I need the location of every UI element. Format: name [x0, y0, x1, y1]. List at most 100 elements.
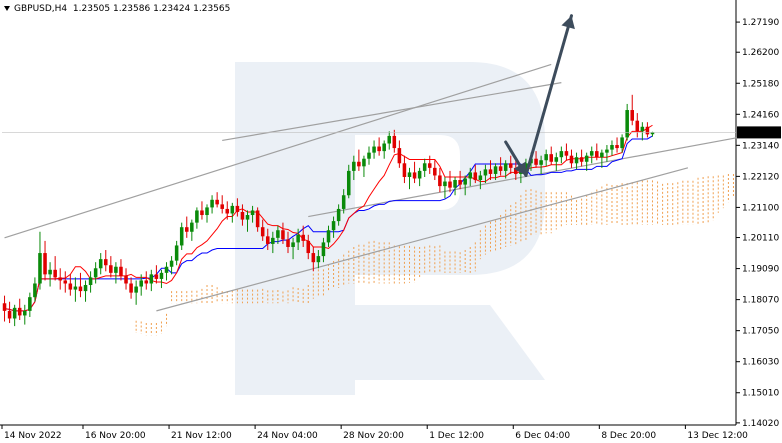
candle-body: [286, 239, 290, 247]
candle-body: [205, 207, 209, 216]
candle-body: [569, 155, 574, 164]
candle-body: [392, 135, 397, 149]
candle-body: [190, 222, 194, 232]
candle-body: [260, 227, 265, 237]
candle-body: [119, 266, 123, 276]
y-tick-label: 1.19090: [742, 265, 779, 275]
candle-body: [184, 227, 189, 232]
y-tick-label: 1.25180: [742, 79, 779, 89]
candle-body: [478, 175, 483, 181]
candle-body: [58, 277, 62, 281]
candle-body: [463, 178, 467, 185]
candle-body: [321, 242, 326, 257]
candle-body: [468, 172, 473, 179]
candle-body: [215, 199, 219, 205]
candle-body: [179, 227, 184, 246]
candle-body: [640, 126, 645, 132]
candle-body: [645, 126, 650, 135]
candle-body: [620, 137, 624, 149]
candle-body: [549, 154, 554, 162]
candle-body: [164, 266, 169, 273]
candle-body: [43, 253, 47, 275]
candle-body: [149, 274, 154, 284]
candle-body: [397, 148, 402, 164]
candle-body: [154, 274, 159, 279]
y-tick-label: 1.24160: [742, 110, 779, 120]
candle-body: [12, 307, 17, 319]
candle-body: [245, 215, 250, 220]
candle-body: [503, 163, 508, 171]
candle-body: [169, 260, 174, 267]
candle-body: [600, 152, 604, 158]
candle-body: [225, 208, 230, 214]
candle-body: [316, 256, 321, 263]
candle-body: [28, 297, 32, 311]
x-tick-label: 14 Nov 2022: [4, 431, 62, 441]
current-price-tag: [737, 126, 781, 139]
candle-body: [534, 158, 538, 165]
candle-body: [412, 172, 417, 179]
current-price-label: 1.23565: [740, 128, 777, 138]
x-tick-label: 8 Dec 20:00: [601, 431, 656, 441]
candle-body: [88, 277, 93, 286]
y-tick-label: 1.20110: [742, 234, 779, 244]
candle-body: [144, 280, 149, 284]
symbol-label: GBPUSD,H4: [14, 4, 68, 14]
candle-body: [564, 151, 569, 156]
candle-body: [554, 157, 559, 162]
candle-body: [595, 151, 599, 158]
trend-line: [222, 82, 562, 142]
y-tick-label: 1.22120: [742, 172, 779, 182]
candle-body: [574, 157, 579, 164]
candle-body: [559, 151, 564, 158]
candle-body: [38, 253, 42, 284]
candle-body: [250, 210, 255, 216]
y-tick-label: 1.27190: [742, 18, 779, 28]
x-tick-label: 13 Dec 12:00: [687, 431, 748, 441]
candle-body: [326, 230, 331, 243]
candle-body: [2, 303, 7, 311]
candle-body: [615, 145, 619, 149]
y-tick-label: 1.14020: [742, 419, 779, 429]
candle-body: [352, 161, 356, 171]
candle-body: [124, 275, 128, 284]
forecast-arrowhead: [561, 15, 575, 30]
candle-body: [104, 259, 108, 266]
candle-body: [438, 175, 442, 187]
ichimoku-cloud: [135, 173, 734, 336]
candle-body: [53, 269, 57, 278]
candle-body: [433, 167, 437, 176]
candle-body: [78, 286, 83, 292]
ohlc-readout: 1.23505 1.23586 1.23424 1.23565: [72, 4, 231, 14]
x-tick-label: 16 Nov 20:00: [85, 431, 146, 441]
candle-body: [508, 163, 513, 168]
candle-body: [453, 180, 457, 188]
candle-body: [281, 230, 285, 240]
candle-body: [650, 132, 655, 135]
candle-body: [448, 181, 452, 188]
candle-body: [114, 266, 118, 273]
candle-body: [48, 269, 52, 275]
candle-body: [422, 163, 427, 171]
candle-body: [331, 221, 336, 231]
candle-body: [483, 169, 488, 176]
dropdown-triangle-icon[interactable]: [4, 6, 10, 11]
candle-body: [630, 110, 634, 121]
candle-body: [63, 280, 68, 284]
candle-body: [362, 158, 366, 167]
y-tick-label: 1.16030: [742, 358, 779, 368]
candle-body: [7, 310, 12, 319]
candle-body: [402, 163, 407, 177]
x-tick-label: 28 Nov 20:00: [343, 431, 404, 441]
candle-body: [377, 146, 381, 152]
candle-body: [584, 155, 589, 162]
candle-body: [195, 210, 199, 223]
candle-body: [427, 163, 432, 168]
x-tick-label: 21 Nov 12:00: [171, 431, 232, 441]
candle-body: [98, 259, 103, 269]
candle-body: [230, 205, 235, 214]
candle-body: [174, 245, 179, 261]
candle-body: [407, 172, 412, 177]
